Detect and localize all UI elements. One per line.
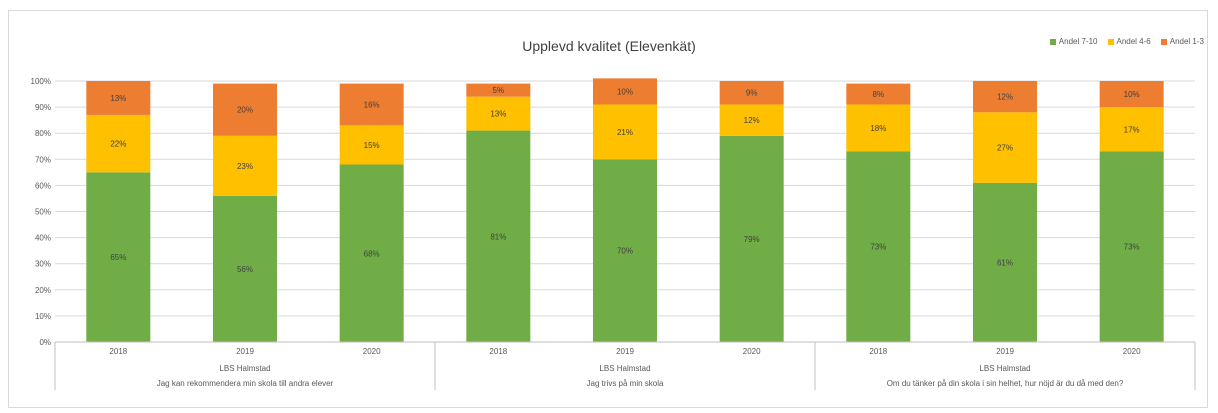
- data-label: 81%: [490, 232, 506, 241]
- y-tick-label: 30%: [35, 260, 51, 269]
- chart-title: Upplevd kvalitet (Elevenkät): [522, 38, 696, 54]
- data-label: 79%: [744, 235, 760, 244]
- bar-segment: [1099, 107, 1164, 152]
- data-label: 8%: [873, 90, 885, 99]
- data-label: 12%: [997, 93, 1013, 102]
- bar-segment: [719, 135, 784, 342]
- bar-segment: [466, 83, 531, 97]
- legend-swatch: [1160, 38, 1167, 45]
- y-tick-label: 20%: [35, 286, 51, 295]
- bar-segment: [846, 83, 911, 105]
- data-label: 21%: [617, 128, 633, 137]
- bar-segment: [86, 114, 151, 173]
- data-label: 23%: [237, 162, 253, 171]
- bar-segment: [339, 125, 404, 165]
- x-tick-label: 2019: [996, 347, 1014, 356]
- bar-segment: [339, 164, 404, 342]
- y-tick-label: 80%: [35, 129, 51, 138]
- x-tick-label: 2018: [109, 347, 127, 356]
- data-label: 10%: [617, 87, 633, 96]
- data-label: 61%: [997, 258, 1013, 267]
- data-label: 10%: [1124, 90, 1140, 99]
- data-label: 13%: [110, 94, 126, 103]
- data-label: 20%: [237, 106, 253, 115]
- data-label: 18%: [870, 124, 886, 133]
- data-label: 70%: [617, 247, 633, 256]
- x-tick-label: 2020: [363, 347, 381, 356]
- group-label-school: LBS Halmstad: [219, 364, 270, 373]
- y-tick-label: 50%: [35, 208, 51, 217]
- bar-segment: [1099, 81, 1164, 108]
- legend-item-andel-1-3: Andel 1-3: [1160, 37, 1204, 46]
- y-tick-label: 60%: [35, 181, 51, 190]
- group-label-question: Jag trivs på min skola: [587, 379, 664, 388]
- bar-segment: [466, 96, 531, 131]
- group-label-question: Om du tänker på din skola i sin helhet, …: [887, 379, 1124, 388]
- data-label: 73%: [870, 243, 886, 252]
- legend-label: Andel 1-3: [1169, 37, 1204, 46]
- bar-segment: [1099, 151, 1164, 342]
- legend-item-andel-7-10: Andel 7-10: [1049, 37, 1098, 46]
- data-label: 73%: [1124, 243, 1140, 252]
- data-label: 12%: [744, 116, 760, 125]
- data-label: 9%: [746, 89, 758, 98]
- y-tick-label: 0%: [39, 338, 51, 347]
- bar-segment: [719, 104, 784, 136]
- bar-segment: [339, 83, 404, 126]
- bar-segment: [973, 182, 1037, 342]
- bar-segment: [593, 104, 657, 160]
- bar-segment: [593, 159, 657, 342]
- x-tick-label: 2019: [236, 347, 254, 356]
- data-label: 68%: [364, 249, 380, 258]
- x-tick-label: 2020: [1123, 347, 1141, 356]
- y-tick-label: 40%: [35, 234, 51, 243]
- x-tick-label: 2018: [869, 347, 887, 356]
- bar-segment: [973, 112, 1037, 183]
- legend-swatch: [1107, 38, 1114, 45]
- y-tick-label: 100%: [31, 77, 51, 86]
- group-label-school: LBS Halmstad: [599, 364, 650, 373]
- x-tick-label: 2018: [489, 347, 507, 356]
- data-label: 22%: [110, 140, 126, 149]
- y-tick-label: 70%: [35, 155, 51, 164]
- data-label: 27%: [997, 144, 1013, 153]
- legend-label: Andel 7-10: [1058, 37, 1098, 46]
- legend-item-andel-4-6: Andel 4-6: [1107, 37, 1151, 46]
- bar-segment: [466, 130, 531, 342]
- x-tick-label: 2020: [743, 347, 761, 356]
- legend-swatch: [1049, 38, 1056, 45]
- group-label-question: Jag kan rekommendera min skola till andr…: [157, 379, 334, 388]
- chart-legend: Andel 7-10 Andel 4-6 Andel 1-3: [1049, 37, 1204, 46]
- group-label-school: LBS Halmstad: [979, 364, 1030, 373]
- bar-segment: [213, 195, 277, 342]
- data-label: 16%: [364, 100, 380, 109]
- bar-segment: [846, 104, 911, 152]
- x-tick-label: 2019: [616, 347, 634, 356]
- data-label: 13%: [490, 110, 506, 119]
- data-label: 65%: [110, 253, 126, 262]
- bar-segment: [213, 83, 277, 136]
- bar-segment: [973, 81, 1037, 113]
- data-label: 56%: [237, 265, 253, 274]
- bar-segment: [86, 172, 151, 342]
- legend-label: Andel 4-6: [1116, 37, 1151, 46]
- data-label: 5%: [493, 86, 505, 95]
- data-label: 15%: [364, 141, 380, 150]
- bar-segment: [213, 135, 277, 196]
- y-tick-label: 10%: [35, 312, 51, 321]
- bar-segment: [846, 151, 911, 342]
- y-tick-label: 90%: [35, 103, 51, 112]
- bar-segment: [719, 81, 784, 105]
- bar-segment: [593, 78, 657, 105]
- bar-segment: [86, 81, 151, 115]
- data-label: 17%: [1124, 125, 1140, 134]
